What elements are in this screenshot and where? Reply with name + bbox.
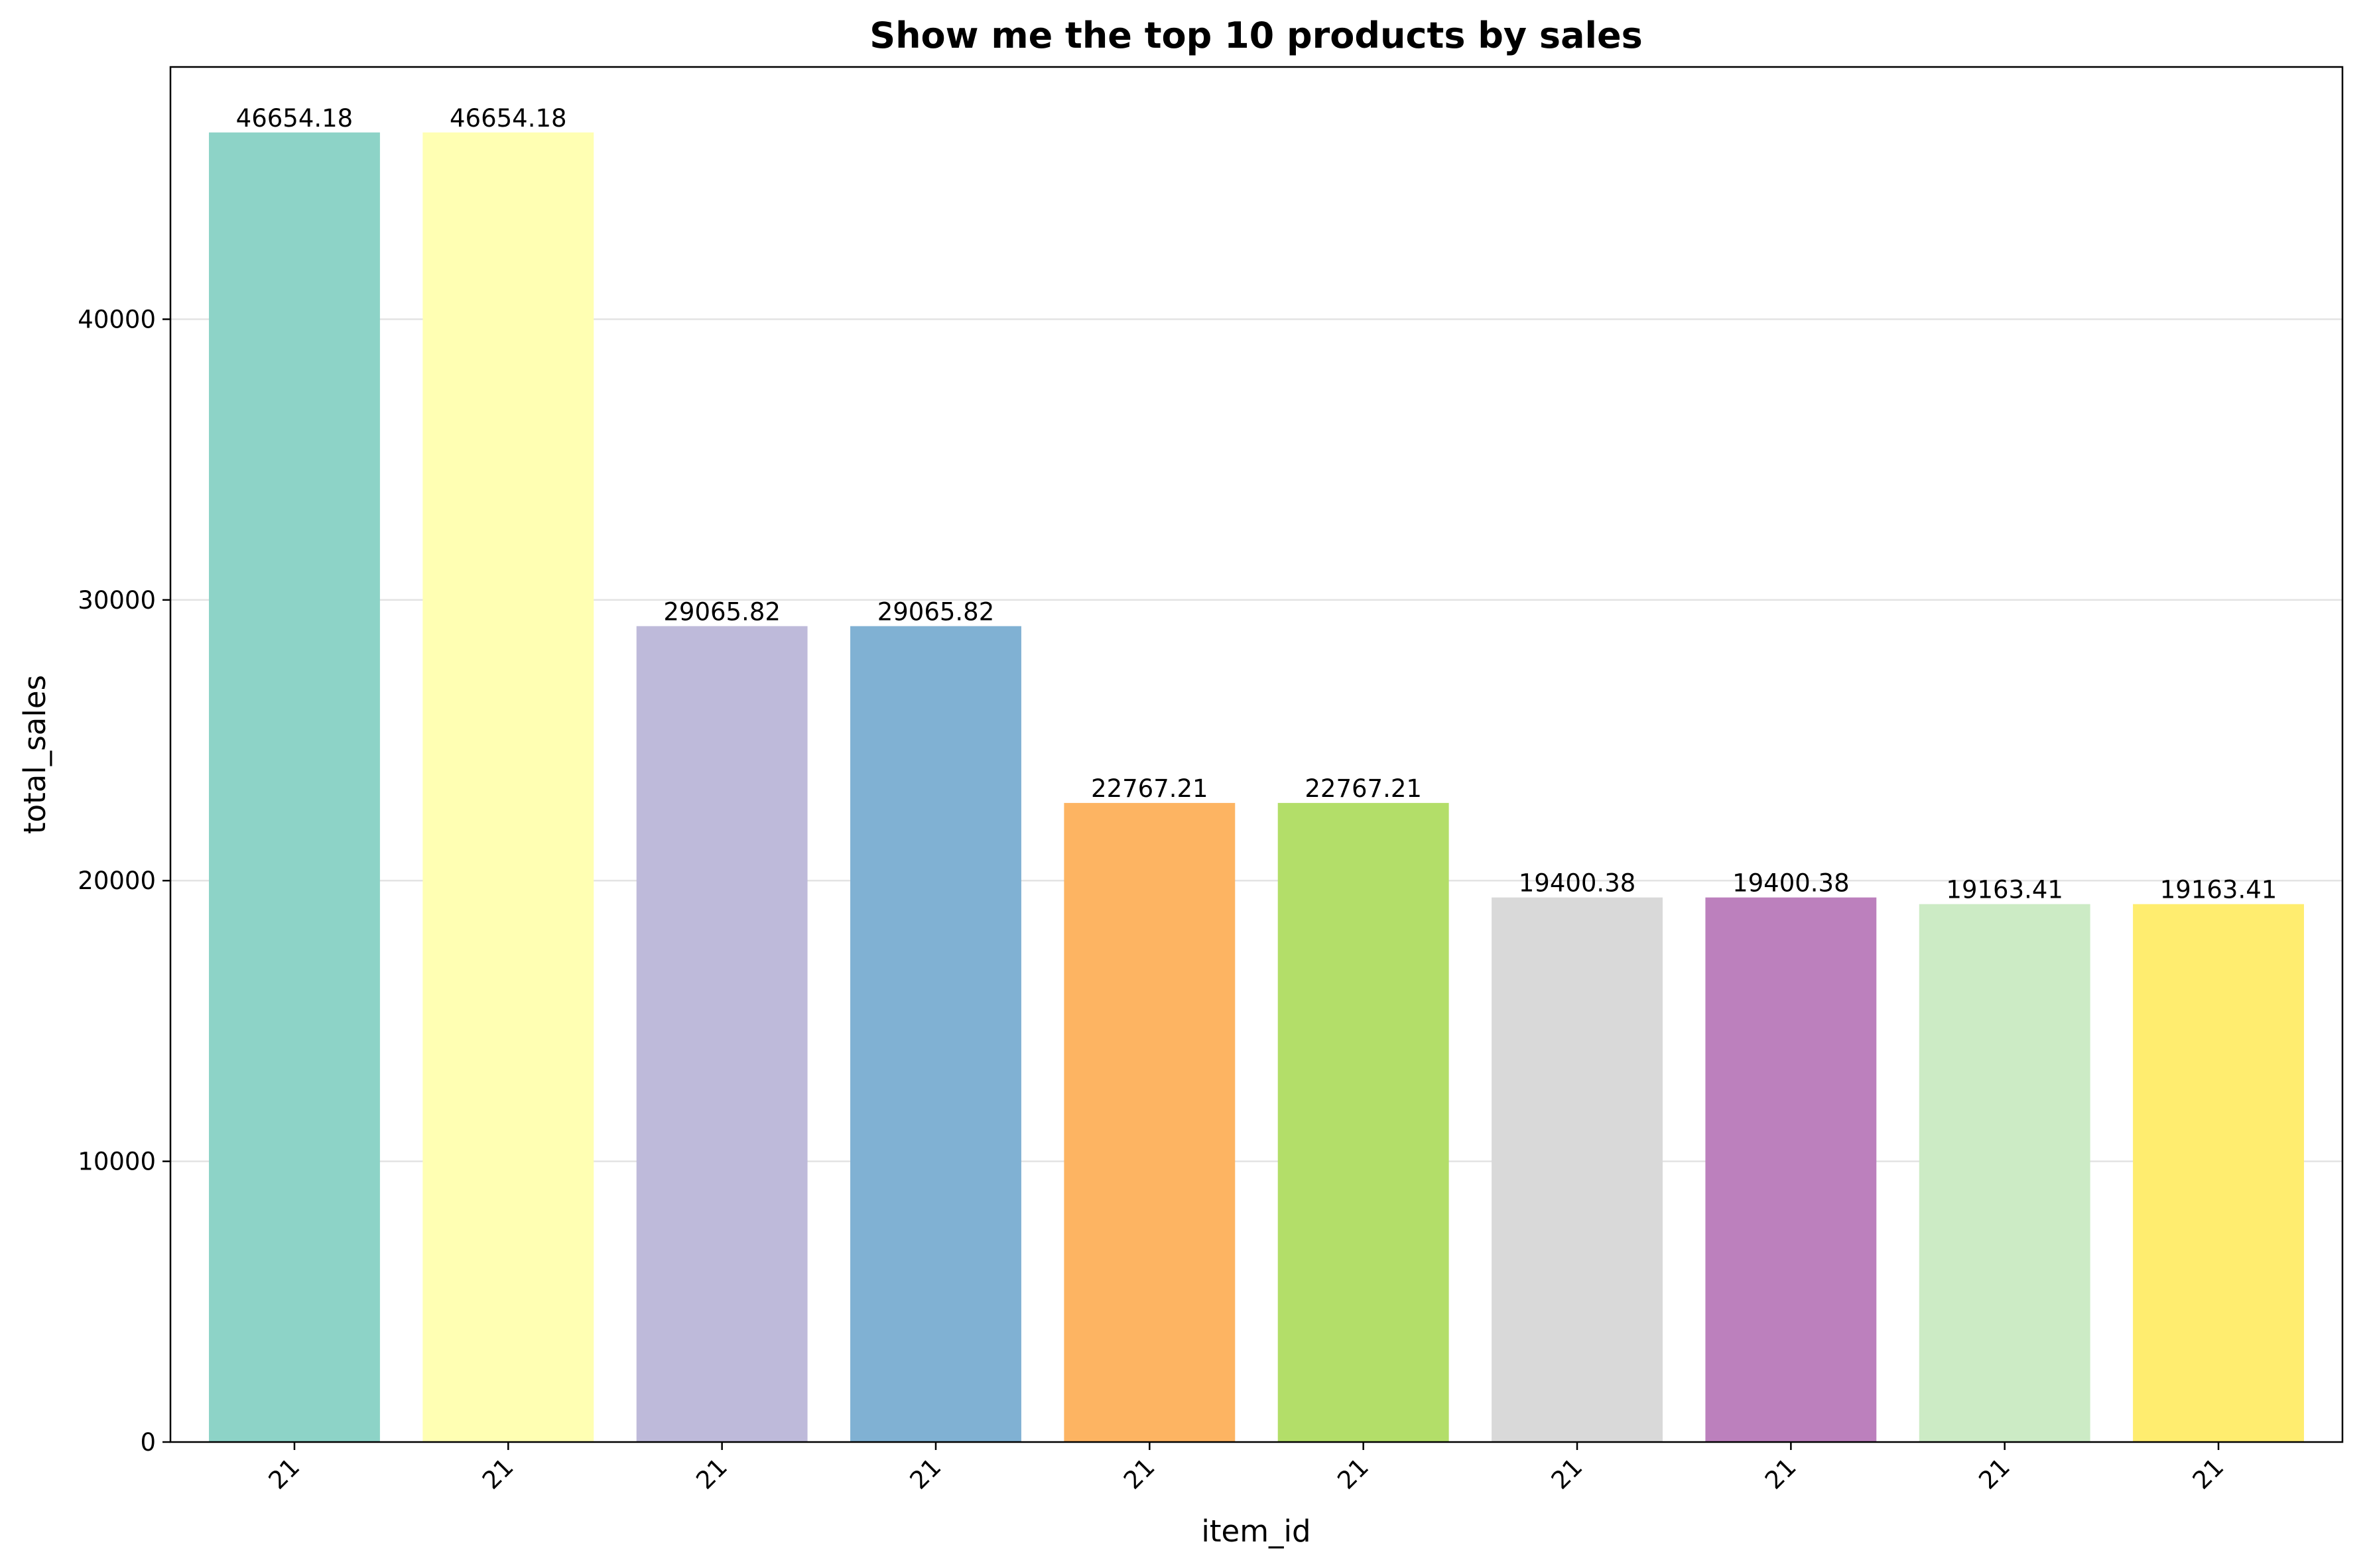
bar-value-label: 19400.38 bbox=[1732, 869, 1850, 898]
bar bbox=[209, 132, 380, 1443]
plot-frame bbox=[169, 66, 2344, 1443]
bar-value-label: 22767.21 bbox=[1305, 774, 1422, 803]
bar-value-label: 46654.18 bbox=[236, 104, 353, 133]
bar bbox=[636, 626, 808, 1442]
bar-value-label: 19163.41 bbox=[2160, 876, 2277, 904]
x-axis-label: item_id bbox=[1201, 1514, 1310, 1549]
bar bbox=[850, 626, 1021, 1442]
bar-value-label: 22767.21 bbox=[1091, 774, 1208, 803]
y-tick-label: 20000 bbox=[78, 867, 156, 895]
chart-title: Show me the top 10 products by sales bbox=[869, 15, 1643, 56]
bar bbox=[1277, 803, 1449, 1442]
bar-value-label: 29065.82 bbox=[663, 597, 781, 626]
bar-value-label: 19163.41 bbox=[1946, 876, 2063, 904]
bar-value-label: 19400.38 bbox=[1519, 869, 1636, 898]
bar-value-label: 29065.82 bbox=[877, 597, 995, 626]
bar-value-label: 46654.18 bbox=[450, 104, 567, 133]
bar bbox=[1919, 904, 2090, 1442]
bar bbox=[1705, 897, 1877, 1442]
y-tick-label: 40000 bbox=[78, 305, 156, 333]
value-labels: 46654.18 46654.18 29065.82 29065.82 22767.21… bbox=[236, 104, 2277, 904]
y-axis-label: total_sales bbox=[17, 675, 52, 834]
bar bbox=[1064, 803, 1236, 1442]
y-tick-label: 30000 bbox=[78, 586, 156, 615]
bars bbox=[209, 132, 2304, 1443]
y-axis-ticks: 0 10000 20000 30000 40000 bbox=[78, 305, 170, 1457]
y-tick-label: 10000 bbox=[78, 1148, 156, 1176]
y-tick-label: 0 bbox=[140, 1428, 156, 1457]
bar bbox=[2133, 904, 2304, 1442]
bar bbox=[1492, 897, 1663, 1442]
bar bbox=[422, 132, 594, 1443]
